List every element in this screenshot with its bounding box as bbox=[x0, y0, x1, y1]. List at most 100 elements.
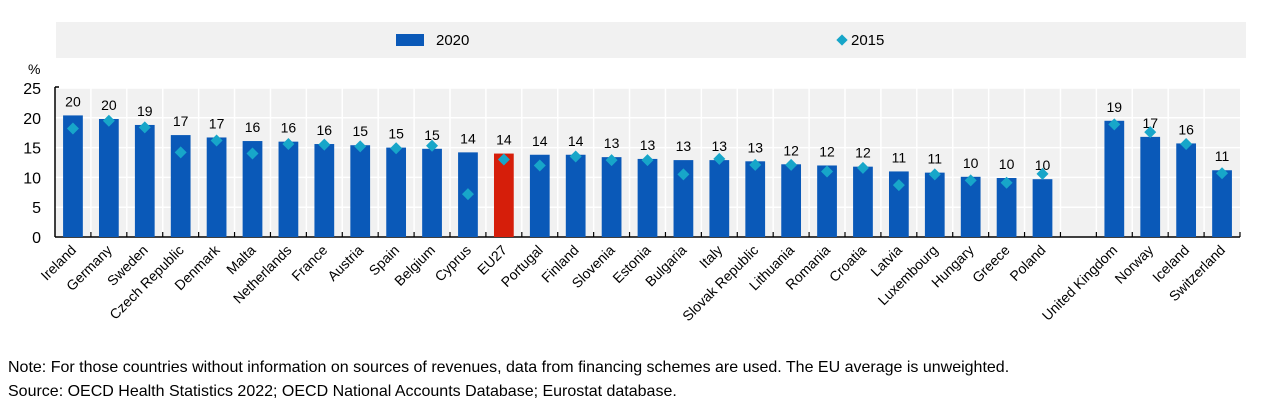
data-label: 16 bbox=[1178, 121, 1194, 137]
source-text: Source: OECD Health Statistics 2022; OEC… bbox=[8, 383, 677, 400]
bar-netherlands bbox=[278, 141, 299, 237]
marker-2015 bbox=[605, 154, 618, 167]
data-label: 16 bbox=[245, 119, 261, 135]
bar-lithuania bbox=[781, 164, 802, 237]
bar-portugal bbox=[529, 154, 550, 237]
y-tick-label: 0 bbox=[32, 230, 41, 247]
bar-spain bbox=[386, 147, 407, 237]
marker-2015 bbox=[641, 154, 654, 167]
bar-hungary bbox=[960, 176, 981, 237]
bar-belgium bbox=[422, 148, 442, 237]
bar-romania bbox=[817, 165, 837, 237]
data-label: 13 bbox=[640, 137, 656, 153]
x-tick-label: Cyprus bbox=[431, 242, 474, 285]
marker-2015 bbox=[390, 142, 403, 155]
marker-2015 bbox=[282, 138, 295, 151]
marker-2015 bbox=[677, 168, 690, 181]
marker-2015 bbox=[856, 161, 869, 174]
y-tick-label: 15 bbox=[23, 141, 41, 158]
marker-2015 bbox=[66, 122, 79, 135]
marker-2015 bbox=[713, 152, 726, 165]
bar-greece bbox=[996, 177, 1017, 237]
x-tick-label: Belgium bbox=[391, 242, 438, 289]
bar-sweden bbox=[134, 124, 155, 237]
bar-czech-republic bbox=[170, 135, 191, 237]
data-label: 20 bbox=[65, 93, 81, 109]
legend-bar-swatch bbox=[396, 34, 424, 46]
bar-norway bbox=[1140, 136, 1161, 237]
data-label: 15 bbox=[388, 126, 404, 142]
marker-2015 bbox=[210, 134, 223, 147]
bar-austria bbox=[350, 145, 371, 237]
legend-label-2015: 2015 bbox=[851, 31, 885, 49]
bar-united-kingdom bbox=[1104, 120, 1125, 237]
x-tick-label: United Kingdom bbox=[1039, 242, 1121, 324]
bar-germany bbox=[98, 118, 119, 237]
data-label: 14 bbox=[496, 132, 512, 148]
data-label: 10 bbox=[963, 155, 979, 171]
data-label: 13 bbox=[712, 138, 728, 154]
marker-2015 bbox=[1144, 126, 1157, 139]
x-tick-label: Italy bbox=[696, 242, 725, 271]
marker-2015 bbox=[785, 158, 798, 171]
bar-finland bbox=[565, 154, 586, 237]
marker-2015 bbox=[1108, 118, 1121, 131]
data-label: 15 bbox=[424, 127, 440, 143]
data-label: 10 bbox=[1035, 157, 1051, 173]
y-tick-label: 20 bbox=[23, 111, 41, 128]
marker-2015 bbox=[928, 168, 941, 181]
legend-item-2015: 2015 bbox=[836, 22, 885, 58]
marker-2015 bbox=[1216, 167, 1229, 180]
marker-2015 bbox=[964, 174, 977, 187]
data-label: 17 bbox=[173, 113, 189, 129]
marker-2015 bbox=[1036, 167, 1049, 180]
bar-malta bbox=[242, 141, 263, 237]
data-label: 19 bbox=[1107, 99, 1123, 115]
data-label: 15 bbox=[352, 123, 368, 139]
data-label: 20 bbox=[101, 97, 117, 113]
bar-bulgaria bbox=[673, 160, 694, 237]
bar-slovak-republic bbox=[745, 161, 766, 237]
data-label: 12 bbox=[855, 145, 871, 161]
x-tick-label: Greece bbox=[969, 242, 1013, 286]
bar-latvia bbox=[888, 171, 909, 237]
bar-croatia bbox=[853, 166, 873, 237]
y-tick-label: 10 bbox=[23, 170, 41, 187]
data-label: 19 bbox=[137, 103, 153, 119]
x-tick-label: Croatia bbox=[826, 242, 869, 285]
bar-switzerland bbox=[1212, 170, 1232, 237]
marker-2015 bbox=[174, 146, 187, 159]
legend-item-2020: 2020 bbox=[396, 22, 469, 58]
legend-label-2020: 2020 bbox=[436, 31, 470, 49]
marker-2015 bbox=[318, 138, 331, 151]
data-label: 13 bbox=[604, 135, 620, 151]
data-label: 13 bbox=[747, 139, 763, 155]
data-label: 12 bbox=[819, 143, 835, 159]
bar-poland bbox=[1032, 179, 1053, 237]
data-label: 14 bbox=[532, 133, 548, 149]
marker-2015 bbox=[102, 114, 115, 127]
bar-ireland bbox=[63, 115, 83, 237]
bar-luxembourg bbox=[924, 172, 945, 237]
x-tick-label: France bbox=[288, 242, 330, 284]
data-label: 11 bbox=[1215, 148, 1230, 164]
bar-eu27 bbox=[493, 153, 514, 237]
marker-2015 bbox=[821, 165, 834, 178]
marker-2015 bbox=[461, 188, 474, 201]
data-label: 10 bbox=[999, 156, 1015, 172]
notes: Note: For those countries without inform… bbox=[8, 356, 1009, 404]
bar-france bbox=[314, 144, 335, 237]
data-label: 16 bbox=[317, 122, 333, 138]
x-tick-label: Poland bbox=[1006, 242, 1048, 284]
bar-chart: 0510152025%20Ireland20Germany19Sweden17C… bbox=[23, 61, 1241, 324]
data-label: 14 bbox=[460, 130, 476, 146]
bar-slovenia bbox=[601, 157, 622, 237]
bar-denmark bbox=[206, 137, 227, 237]
marker-2015 bbox=[354, 140, 367, 153]
note-text: Note: For those countries without inform… bbox=[8, 359, 1010, 376]
marker-2015 bbox=[1180, 138, 1193, 151]
data-label: 17 bbox=[1142, 115, 1158, 131]
y-axis-label: % bbox=[28, 61, 40, 77]
x-tick-label: Norway bbox=[1111, 242, 1156, 287]
marker-2015 bbox=[426, 139, 439, 152]
